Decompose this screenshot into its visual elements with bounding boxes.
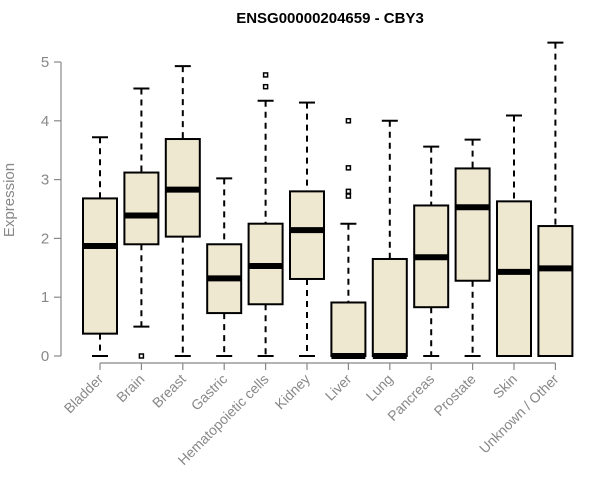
y-axis-label: Expression	[1, 163, 18, 237]
x-tick-label: Kidney	[272, 371, 314, 413]
x-tick-label: Lung	[363, 371, 396, 404]
outlier-point	[345, 165, 352, 171]
outlier-point	[262, 72, 269, 78]
y-axis: 0 1 2 3 4 5	[41, 54, 62, 365]
iqr-box	[496, 200, 532, 357]
box-hematopoietic-cells	[247, 72, 284, 357]
iqr-box	[537, 225, 574, 357]
x-tick-label: Prostate	[431, 371, 479, 419]
x-tick-label: Brain	[113, 371, 147, 405]
x-tick-label: Skin	[490, 371, 521, 402]
outlier-point	[345, 193, 352, 199]
outlier-point	[345, 118, 352, 124]
x-tick-label: Breast	[149, 371, 189, 411]
y-tick-label: 0	[41, 348, 49, 365]
box-breast	[164, 65, 201, 357]
box-gastric	[206, 177, 243, 357]
y-tick-label: 1	[41, 289, 49, 306]
y-tick-label: 3	[41, 172, 49, 189]
y-tick-label: 4	[41, 113, 49, 130]
boxes-group	[82, 41, 574, 359]
iqr-box	[123, 171, 160, 246]
box-bladder	[82, 136, 118, 357]
iqr-box	[289, 190, 325, 280]
y-tick-label: 2	[41, 230, 49, 247]
box-prostate	[454, 138, 491, 357]
chart-title: ENSG00000204659 - CBY3	[236, 10, 424, 27]
iqr-box	[371, 257, 408, 358]
x-tick-label: Liver	[322, 371, 355, 404]
box-kidney	[289, 101, 325, 357]
box-pancreas	[413, 145, 450, 357]
x-tick-label: Unknown / Other	[476, 371, 562, 457]
box-skin	[496, 114, 532, 357]
box-liver	[330, 118, 367, 359]
outlier-point	[345, 188, 352, 195]
box-unknown-other	[537, 41, 574, 357]
box-lung	[371, 119, 408, 359]
y-tick-label: 5	[41, 54, 49, 71]
outlier-point	[262, 83, 269, 90]
iqr-box	[82, 197, 118, 335]
x-tick-label: Bladder	[61, 371, 107, 417]
outlier-point	[138, 353, 145, 359]
box-brain	[123, 87, 160, 359]
iqr-box	[330, 301, 367, 358]
iqr-box	[454, 167, 491, 282]
